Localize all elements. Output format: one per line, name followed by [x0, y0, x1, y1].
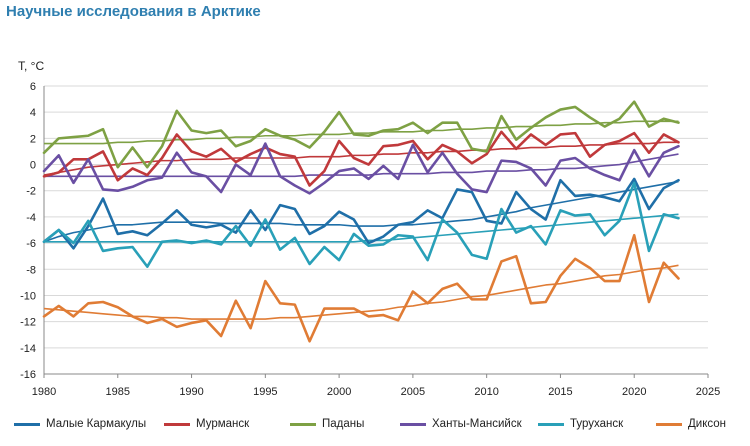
- legend-swatch: [164, 422, 190, 426]
- x-tick-label: 1985: [106, 386, 130, 398]
- y-tick-label: -2: [26, 186, 36, 198]
- page-title: Научные исследования в Арктике: [6, 3, 261, 20]
- trend-line-malye-karmakuly: [43, 180, 679, 243]
- series-line-dikson: [42, 233, 680, 343]
- x-tick-label: 2020: [622, 386, 646, 398]
- y-tick-label: 6: [30, 81, 36, 93]
- legend: Малые Кармакулы Мурманск Паданы Ханты-Манси…: [0, 412, 750, 436]
- trend-line-padany: [44, 120, 679, 145]
- temperature-chart: 6 4 2 0 -2 -4 -6 -8 -10 -12 -14 -16 1980 1985 1990 1995…: [18, 59, 720, 398]
- x-tick-label: 1990: [179, 386, 203, 398]
- series-lines: [42, 100, 680, 343]
- x-tick-label: 2010: [474, 386, 498, 398]
- legend-label: Ханты-Мансийск: [432, 418, 522, 430]
- y-tick-label: 2: [30, 133, 36, 145]
- x-tick-label: 2000: [327, 386, 351, 398]
- trend-lines: [43, 120, 679, 320]
- tick-labels: 6 4 2 0 -2 -4 -6 -8 -10 -12 -14 -16 1980 1985 1990 1995…: [20, 81, 720, 398]
- legend-swatch: [400, 422, 426, 426]
- legend-item-malye-karmakuly: Малые Кармакулы: [14, 412, 146, 436]
- legend-label: Паданы: [322, 418, 365, 430]
- legend-label: Малые Кармакулы: [46, 418, 147, 430]
- y-tick-label: -4: [26, 212, 36, 224]
- legend-swatch: [538, 422, 564, 426]
- y-axis-label: T, °C: [18, 59, 44, 73]
- x-tick-label: 1980: [32, 386, 56, 398]
- series-line-padany: [42, 100, 680, 169]
- legend-swatch: [290, 422, 316, 426]
- series-line-khanty-mansiysk: [42, 142, 680, 195]
- y-tick-label: 0: [30, 160, 36, 172]
- y-tick-label: -6: [26, 238, 36, 250]
- x-tick-label: 2005: [401, 386, 425, 398]
- trend-line-dikson: [43, 264, 679, 320]
- legend-item-dikson: Диксон: [656, 412, 726, 436]
- legend-swatch: [656, 422, 682, 426]
- legend-item-turukhansk: Туруханск: [538, 412, 623, 436]
- legend-label: Диксон: [688, 418, 726, 430]
- trend-line-turukhansk: [44, 213, 679, 243]
- y-tick-label: -12: [20, 317, 36, 329]
- y-tick-label: -14: [20, 343, 36, 355]
- legend-item-murmansk: Мурманск: [164, 412, 249, 436]
- y-tick-label: 4: [30, 107, 36, 119]
- axes: [43, 86, 709, 378]
- series-line-malye-karmakuly: [42, 177, 680, 250]
- y-tick-label: -10: [20, 290, 36, 302]
- series-line-turukhansk: [42, 181, 680, 268]
- x-tick-label: 2025: [696, 386, 720, 398]
- legend-item-padany: Паданы: [290, 412, 364, 436]
- legend-label: Туруханск: [570, 418, 624, 430]
- x-tick-label: 2015: [548, 386, 572, 398]
- y-tick-label: -16: [20, 369, 36, 381]
- legend-label: Мурманск: [196, 418, 250, 430]
- series-line-murmansk: [42, 130, 680, 187]
- legend-swatch: [14, 422, 40, 426]
- x-tick-label: 1995: [253, 386, 277, 398]
- y-tick-label: -8: [26, 264, 36, 276]
- legend-item-khanty-mansiysk: Ханты-Мансийск: [400, 412, 522, 436]
